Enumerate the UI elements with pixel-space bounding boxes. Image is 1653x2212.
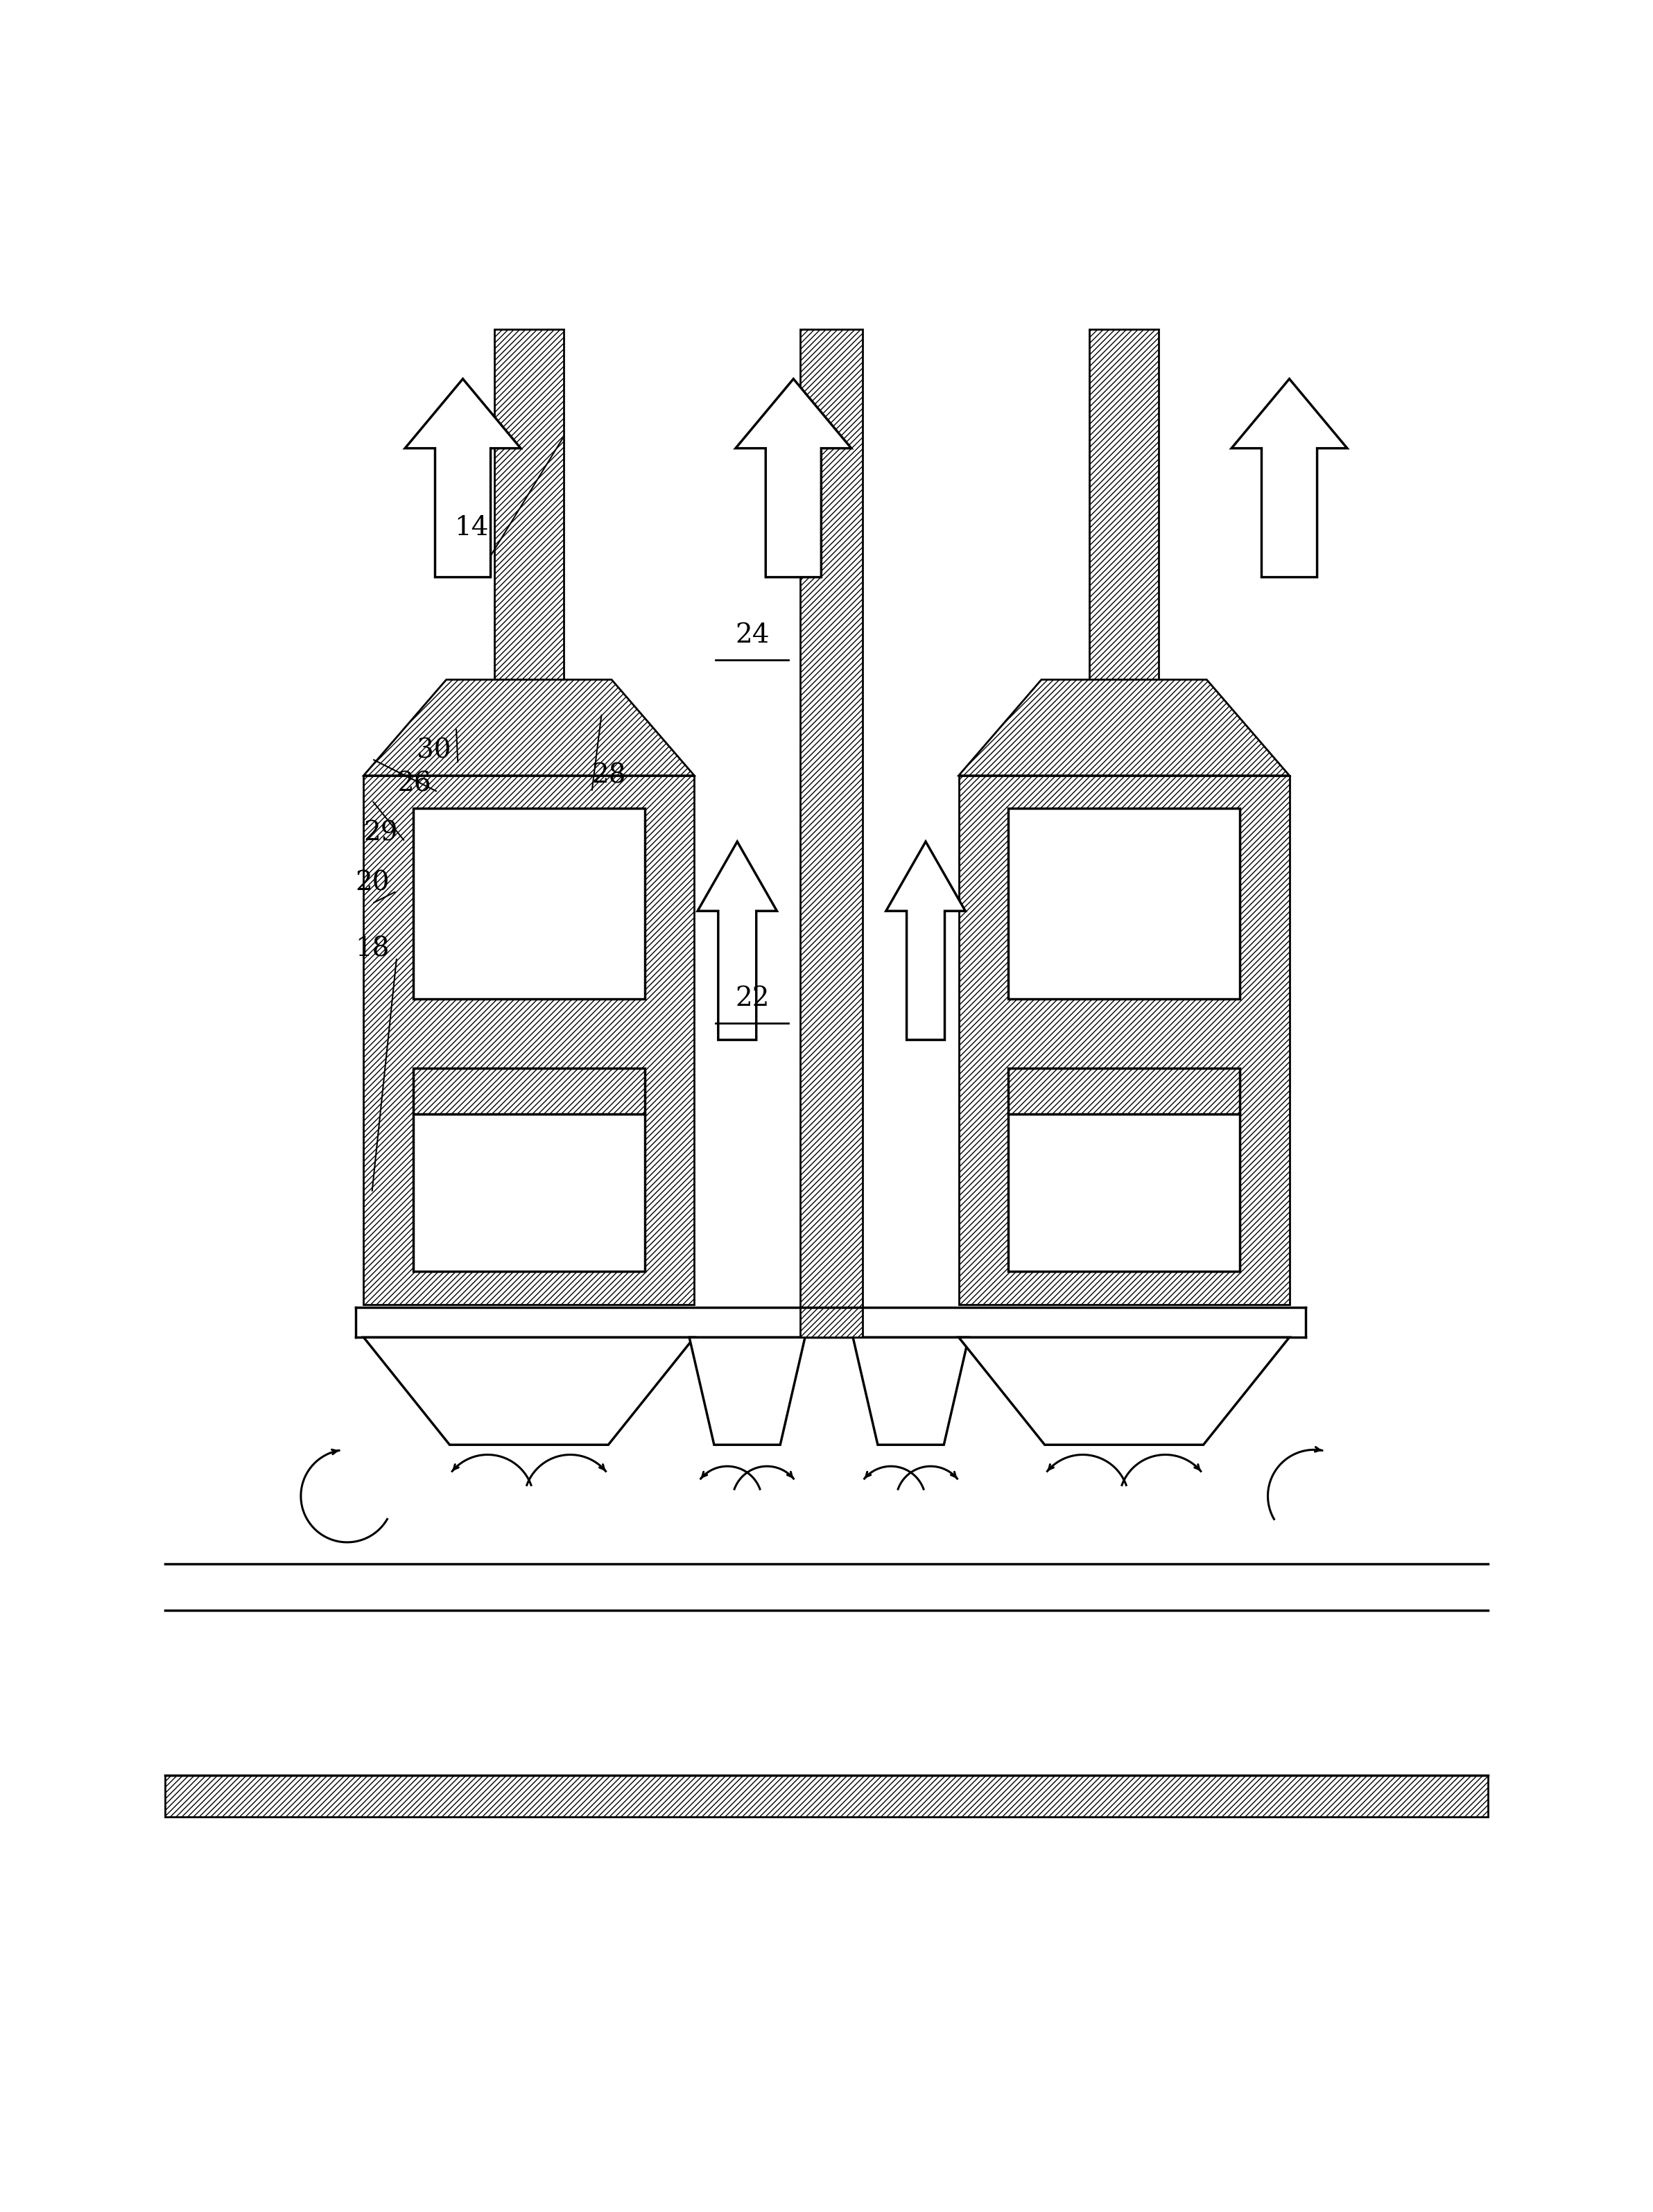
Bar [800,330,863,1338]
Text: 29: 29 [364,821,398,847]
Polygon shape [886,841,965,1040]
Bar [1008,1068,1240,1115]
Text: 26: 26 [397,772,431,796]
Text: 22: 22 [736,987,769,1011]
Text: 20: 20 [355,869,390,896]
Text: 14: 14 [455,515,489,540]
Text: 24: 24 [736,622,769,648]
Bar [1008,1115,1240,1272]
Polygon shape [959,1338,1289,1444]
Polygon shape [1231,378,1347,577]
Bar [1008,810,1240,998]
Polygon shape [853,1338,969,1444]
Bar [959,776,1289,1305]
Bar [413,1115,645,1272]
Bar [494,330,564,679]
Text: 30: 30 [417,739,451,763]
Bar [413,1068,645,1115]
Bar [165,1776,1488,1816]
Polygon shape [405,378,521,577]
Bar [364,776,694,1305]
Text: 28: 28 [592,763,626,787]
Polygon shape [364,1338,694,1444]
Bar [413,1068,645,1115]
Polygon shape [364,679,694,776]
Bar [413,810,645,998]
Bar [1089,330,1159,679]
Text: 18: 18 [355,936,390,962]
Bar [1008,1068,1240,1115]
Polygon shape [959,679,1289,776]
Polygon shape [689,1338,805,1444]
Polygon shape [698,841,777,1040]
Polygon shape [736,378,851,577]
